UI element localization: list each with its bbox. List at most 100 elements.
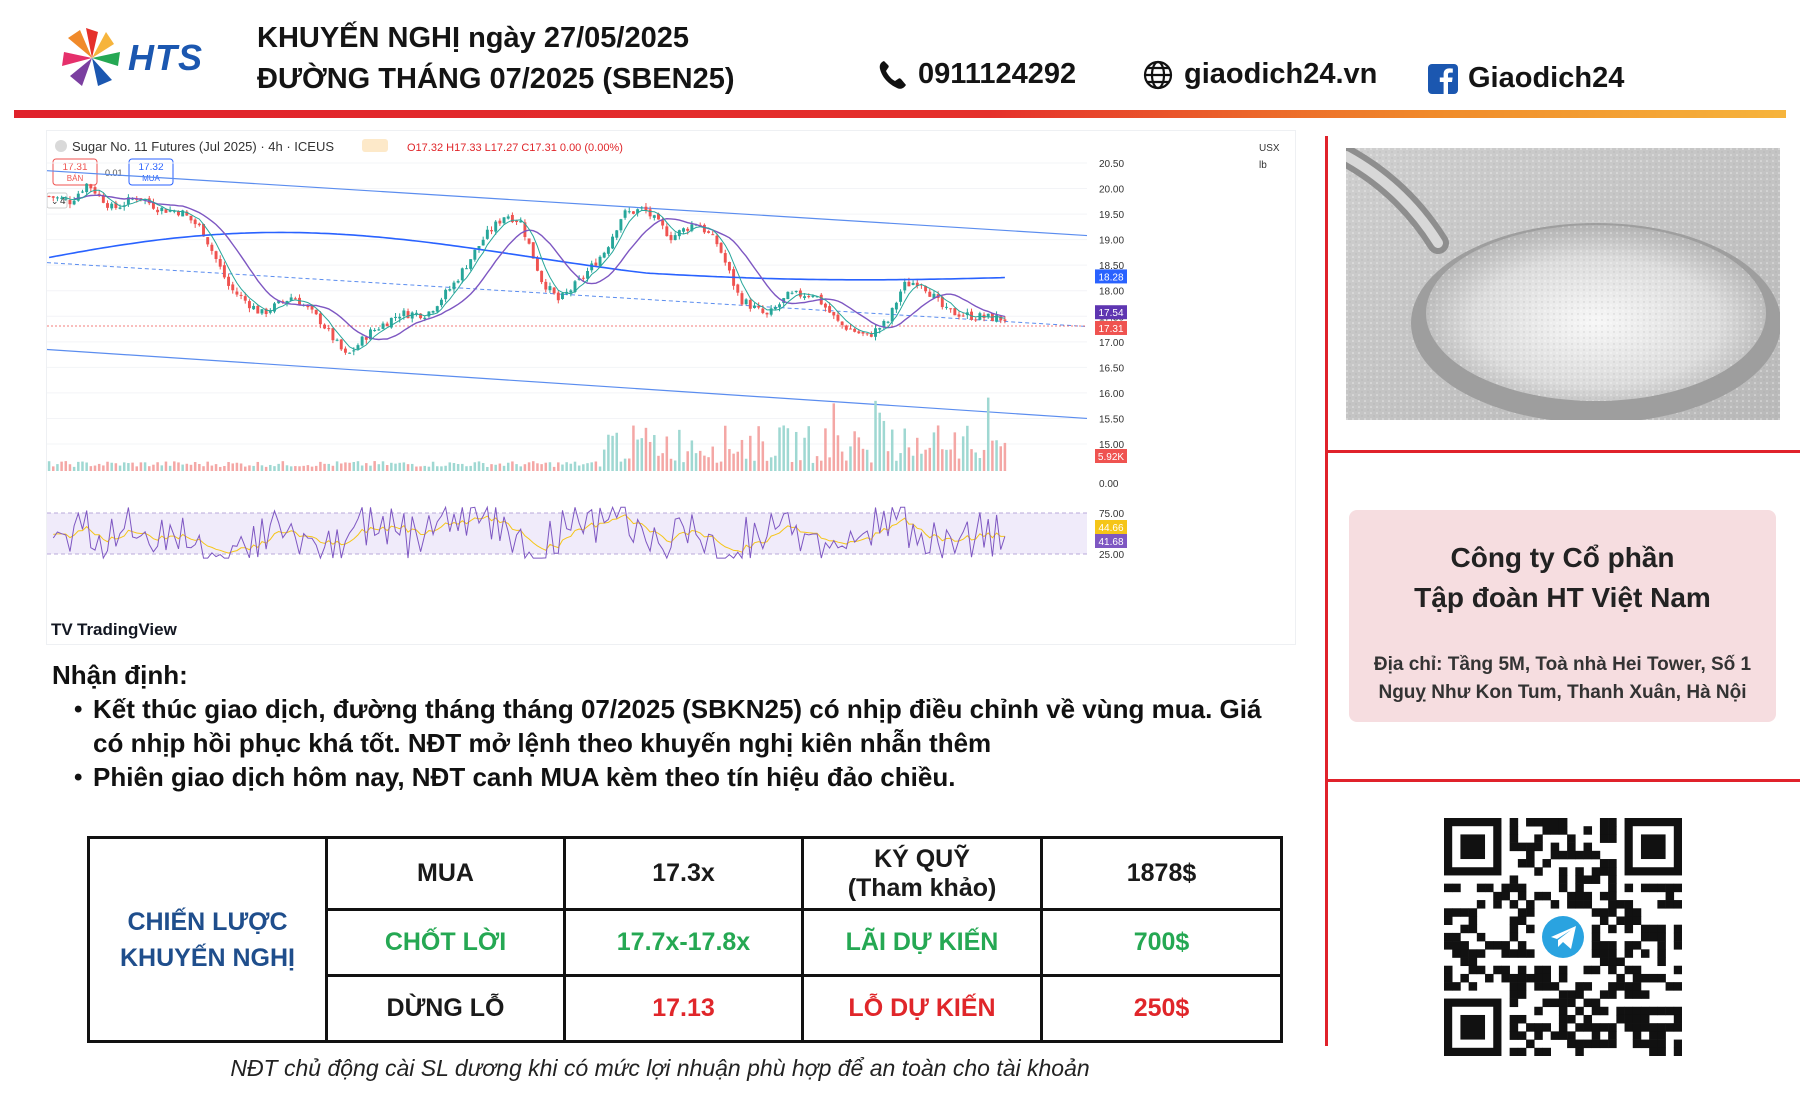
volume-bar — [874, 400, 877, 471]
volume-bar — [385, 465, 389, 471]
qr-module — [1558, 826, 1568, 835]
column-divider — [1325, 136, 1328, 1046]
buy-button[interactable] — [128, 158, 174, 186]
volume-bar — [202, 466, 205, 471]
candle-body — [256, 305, 260, 314]
candle-body — [899, 291, 903, 302]
qr-module — [1509, 998, 1519, 1008]
candle-body — [306, 305, 310, 308]
qr-module — [1624, 982, 1634, 991]
candle-body — [423, 317, 427, 319]
rsi-band — [47, 513, 1087, 554]
qr-module — [1526, 973, 1535, 983]
volume-bar — [448, 462, 452, 471]
qr-module — [1608, 818, 1617, 827]
qr-module — [1444, 941, 1453, 950]
unit-label: lb — [1259, 160, 1267, 171]
qr-module — [1583, 842, 1593, 852]
qr-module — [1509, 932, 1519, 942]
expected-profit-label-cell: LÃI DỰ KIẾN — [801, 908, 1043, 977]
qr-module — [1583, 1039, 1593, 1049]
qr-module — [1599, 818, 1609, 827]
ma-mid-line — [73, 194, 1006, 341]
candle-body — [285, 300, 289, 304]
qr-module — [1640, 932, 1650, 942]
qr-module — [1591, 1039, 1601, 1049]
qr-module — [1673, 941, 1683, 950]
volume-bar — [72, 466, 76, 471]
qr-module — [1665, 883, 1675, 893]
rsi-tick-label: 75.00 — [1099, 509, 1124, 520]
qr-module — [1558, 965, 1568, 975]
contact-phone[interactable]: 0911124292 — [878, 58, 1076, 91]
qr-module — [1624, 990, 1634, 999]
volume-bar — [444, 465, 447, 471]
volume-bar — [394, 463, 397, 471]
candle-body — [707, 231, 711, 233]
qr-module — [1476, 900, 1486, 909]
qr-module — [1640, 883, 1650, 893]
contact-website[interactable]: giaodich24.vn — [1142, 58, 1377, 91]
volume-bar — [949, 449, 952, 471]
qr-module — [1608, 924, 1617, 934]
volume-bar — [669, 458, 673, 471]
candle-body — [828, 306, 832, 313]
qr-module — [1665, 1023, 1675, 1032]
qr-module — [1517, 908, 1527, 917]
qr-module — [1640, 1039, 1650, 1049]
candle-body — [790, 292, 794, 294]
qr-module — [1673, 932, 1683, 942]
candle-body — [118, 207, 122, 209]
candle-body — [523, 222, 527, 237]
candle-body — [594, 262, 598, 266]
volume-bar — [928, 447, 932, 471]
qr-module — [1517, 949, 1527, 958]
candle-body — [556, 292, 560, 301]
qr-module — [1550, 818, 1560, 827]
qr-module — [1616, 982, 1625, 991]
qr-module — [1509, 973, 1519, 983]
candle-body — [97, 193, 101, 195]
candle-body — [377, 329, 381, 331]
qr-module — [1608, 891, 1617, 901]
qr-module — [1599, 908, 1609, 917]
qr-module — [1673, 1014, 1683, 1024]
volume-bar — [218, 466, 222, 471]
sugar-product-image — [1335, 145, 1781, 423]
candle-body — [849, 328, 852, 330]
qr-module — [1468, 949, 1478, 958]
volume-bar — [820, 460, 823, 471]
candle-body — [765, 312, 769, 315]
qr-module — [1517, 973, 1527, 983]
volume-bar — [294, 466, 297, 471]
candle-body — [431, 311, 435, 313]
volume-bar — [264, 466, 268, 471]
candle-body — [844, 325, 848, 330]
candle-body — [803, 296, 807, 298]
candle-body — [314, 309, 318, 315]
volume-bar — [214, 464, 218, 471]
qr-module — [1591, 1006, 1601, 1016]
qr-module — [1657, 924, 1666, 934]
volume-bar — [423, 465, 426, 471]
volume-bar — [360, 465, 364, 471]
telegram-qr-code[interactable] — [1444, 818, 1683, 1057]
qr-finder-inner — [1460, 1014, 1486, 1040]
candle-body — [940, 296, 944, 308]
qr-module — [1517, 965, 1527, 975]
qr-module — [1624, 941, 1634, 950]
price-chart[interactable]: Sugar No. 11 Futures (Jul 2025) · 4h · I… — [46, 130, 1296, 645]
candle-body — [519, 220, 523, 223]
contact-facebook[interactable]: Giaodich24 — [1428, 62, 1624, 95]
margin-value-cell: 1878$ — [1040, 836, 1283, 911]
qr-module — [1452, 932, 1461, 942]
volume-bar — [761, 441, 765, 471]
candle-body — [510, 214, 514, 223]
qr-module — [1632, 1031, 1642, 1040]
volume-bar — [740, 439, 744, 471]
candle-body — [356, 345, 360, 350]
qr-module — [1517, 891, 1527, 901]
moving-averages — [48, 189, 1006, 351]
qr-module — [1599, 916, 1609, 925]
candle-body — [331, 328, 335, 341]
